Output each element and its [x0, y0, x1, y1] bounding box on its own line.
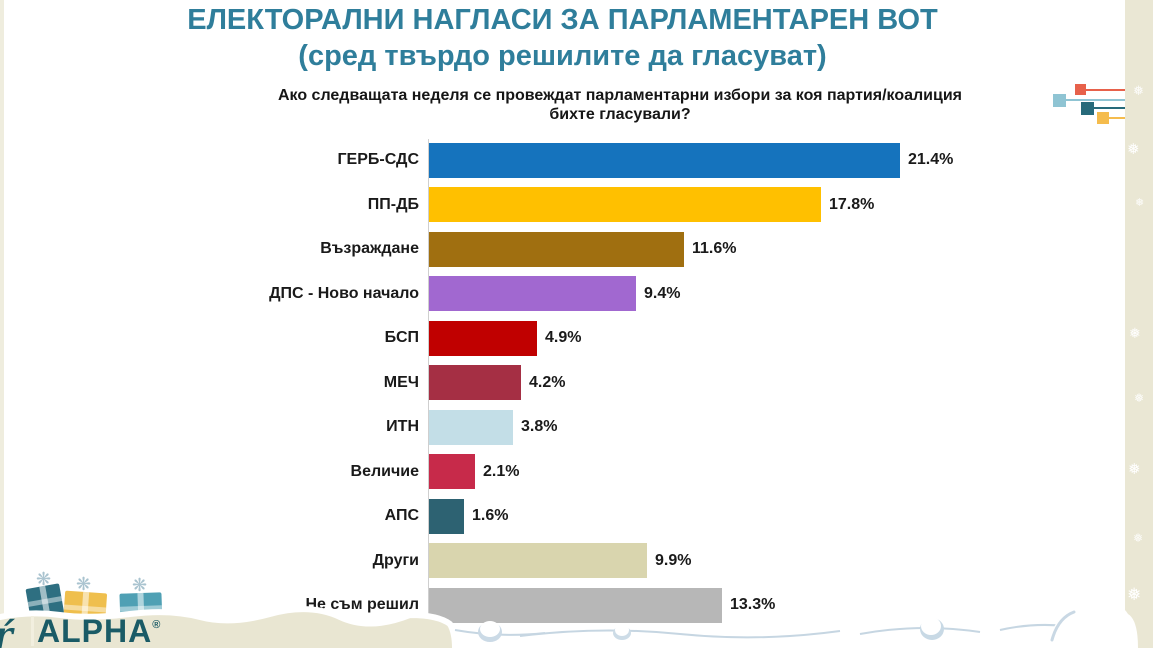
bar-label: БСП — [384, 329, 419, 347]
bar-label: Възраждане — [320, 240, 419, 258]
bar — [429, 454, 475, 490]
snowflake-bow-icon: ❋ — [132, 575, 148, 595]
survey-question: Ако следващата неделя се провеждат парла… — [100, 86, 1140, 124]
bar-row: ДПС - Ново начало 9.4% — [0, 272, 1000, 317]
snowflake-icon: ❅ — [1133, 83, 1144, 98]
logo-text: ALPHA® — [37, 613, 161, 648]
snowflake-icon: ❅ — [1129, 325, 1141, 341]
snowflake-bow-icon: ❋ — [36, 569, 52, 589]
survey-question-line2: бихте гласували? — [549, 106, 691, 123]
bar-value: 1.6% — [472, 507, 509, 525]
bar — [429, 231, 684, 267]
title-block: ЕЛЕКТОРАЛНИ НАГЛАСИ ЗА ПАРЛАМЕНТАРЕН ВОТ… — [0, 2, 1125, 74]
bar-value: 21.4% — [908, 151, 954, 169]
bar-row: ИТН 3.8% — [0, 405, 1000, 450]
bar-row: МЕЧ 4.2% — [0, 361, 1000, 406]
bar-label: ПП-ДБ — [367, 195, 419, 213]
survey-question-line1: Ако следващата неделя се провеждат парла… — [277, 87, 962, 104]
bar-value: 9.9% — [655, 551, 692, 569]
bar-row: Възраждане 11.6% — [0, 227, 1000, 272]
bar-row: Други 9.9% — [0, 539, 1000, 584]
snowflake-icon: ❅ — [1135, 197, 1145, 209]
bar-value: 9.4% — [644, 284, 681, 302]
bar-label: ДПС - Ново начало — [269, 284, 419, 302]
bar-row: Величие 2.1% — [0, 450, 1000, 495]
bar — [429, 276, 636, 312]
logo-partial-glyph: ŕ — [0, 613, 13, 648]
bar-label: АПС — [384, 507, 419, 525]
bar — [429, 587, 722, 623]
bar-value: 4.9% — [545, 329, 582, 347]
snowflake-bow-icon: ❋ — [76, 574, 92, 594]
snowflake-icon: ❅ — [1133, 531, 1144, 545]
bar-row: АПС 1.6% — [0, 494, 1000, 539]
bar — [429, 142, 900, 178]
bar-label: Други — [372, 551, 419, 569]
bar-row: Не съм решил 13.3% — [0, 583, 1000, 628]
bar-row: БСП 4.9% — [0, 316, 1000, 361]
bar-value: 2.1% — [483, 462, 520, 480]
bar-label: Величие — [350, 462, 419, 480]
bar-label: ГЕРБ-СДС — [337, 151, 419, 169]
right-cream-strip: ❅ ❅ ❅ ❅ ❅ ❅ ❅ ❅ — [1125, 0, 1153, 648]
logo-separator — [31, 616, 34, 646]
bar-chart: ГЕРБ-СДС 21.4% ПП-ДБ 17.8% Възраждане 11… — [0, 138, 1000, 628]
bar-value: 4.2% — [529, 373, 566, 391]
left-cream-strip — [0, 0, 4, 648]
bar — [429, 187, 821, 223]
snowflake-icon: ❅ — [1128, 461, 1141, 478]
bar-row: ПП-ДБ 17.8% — [0, 183, 1000, 228]
bar-value: 11.6% — [692, 240, 737, 258]
bar — [429, 365, 521, 401]
bar-value: 3.8% — [521, 418, 558, 436]
bar — [429, 320, 537, 356]
snowflake-icon: ❅ — [1127, 585, 1142, 604]
bar-label: МЕЧ — [383, 373, 419, 391]
bar-row: ГЕРБ-СДС 21.4% — [0, 138, 1000, 183]
bar — [429, 409, 513, 445]
snowflake-icon: ❅ — [1127, 141, 1140, 158]
bar — [429, 543, 647, 579]
page-title: ЕЛЕКТОРАЛНИ НАГЛАСИ ЗА ПАРЛАМЕНТАРЕН ВОТ — [187, 4, 938, 36]
bar-value: 13.3% — [730, 596, 776, 614]
bar-label: Не съм решил — [305, 596, 419, 614]
chart-axis-line — [428, 139, 429, 625]
snowflake-icon: ❅ — [1134, 391, 1145, 405]
bar-label: ИТН — [386, 418, 419, 436]
registered-mark: ® — [152, 619, 161, 631]
page-subtitle: (сред твърдо решилите да гласуват) — [298, 40, 827, 72]
bar — [429, 498, 464, 534]
bar-value: 17.8% — [829, 195, 875, 213]
snow-decoration — [0, 606, 1081, 648]
